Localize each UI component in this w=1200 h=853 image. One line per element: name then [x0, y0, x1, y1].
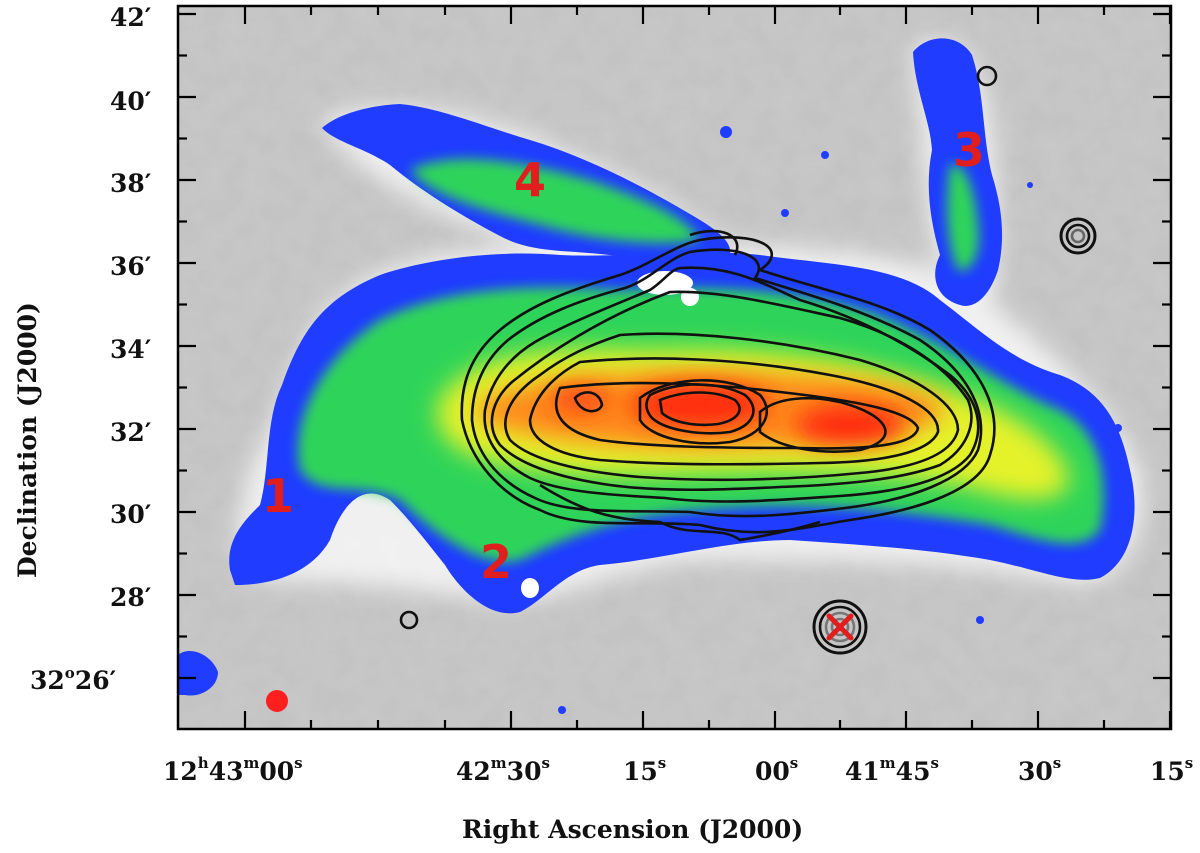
- axis-ticks: [178, 6, 1172, 729]
- x-tick-label: 15s: [1150, 754, 1193, 786]
- x-tick-label: 42m30s: [456, 754, 550, 786]
- y-tick-label: 42′: [110, 3, 151, 32]
- x-cross-icon: [826, 613, 854, 641]
- y-tick-label: 34′: [110, 335, 151, 364]
- y-axis-title: Declination (J2000): [13, 302, 42, 578]
- y-tick-label: 40′: [110, 87, 151, 116]
- x-tick-label: 00s: [755, 754, 798, 786]
- y-tick-label: 30′: [110, 500, 151, 529]
- x-tick-labels: 12h43m00s 42m30s 15s 00s 41m45s 30s 15s: [163, 754, 1193, 786]
- region-label-1: 1: [262, 469, 294, 523]
- red-dot-beam-icon: [266, 690, 288, 712]
- plot-area: 1 2 3 4: [178, 6, 1171, 729]
- contour-lines: [399, 65, 1097, 655]
- plot-frame: [176, 4, 1173, 731]
- y-tick-label: 36′: [110, 252, 151, 281]
- x-tick-label: 12h43m00s: [163, 754, 303, 786]
- y-tick-label: 32′: [110, 418, 151, 447]
- y-tick-labels: 42′ 40′ 38′ 36′ 34′ 32′ 30′ 28′ 32o26′: [30, 3, 151, 695]
- x-tick-label: 15s: [623, 754, 666, 786]
- y-tick-label: 32o26′: [30, 664, 116, 695]
- y-tick-label: 38′: [110, 169, 151, 198]
- x-tick-label: 41m45s: [845, 754, 939, 786]
- x-axis-title: Right Ascension (J2000): [462, 815, 803, 844]
- y-tick-label: 28′: [110, 583, 151, 612]
- region-label-2: 2: [480, 535, 512, 589]
- x-tick-label: 30s: [1018, 754, 1061, 786]
- region-label-4: 4: [514, 153, 546, 207]
- region-label-3: 3: [953, 123, 985, 177]
